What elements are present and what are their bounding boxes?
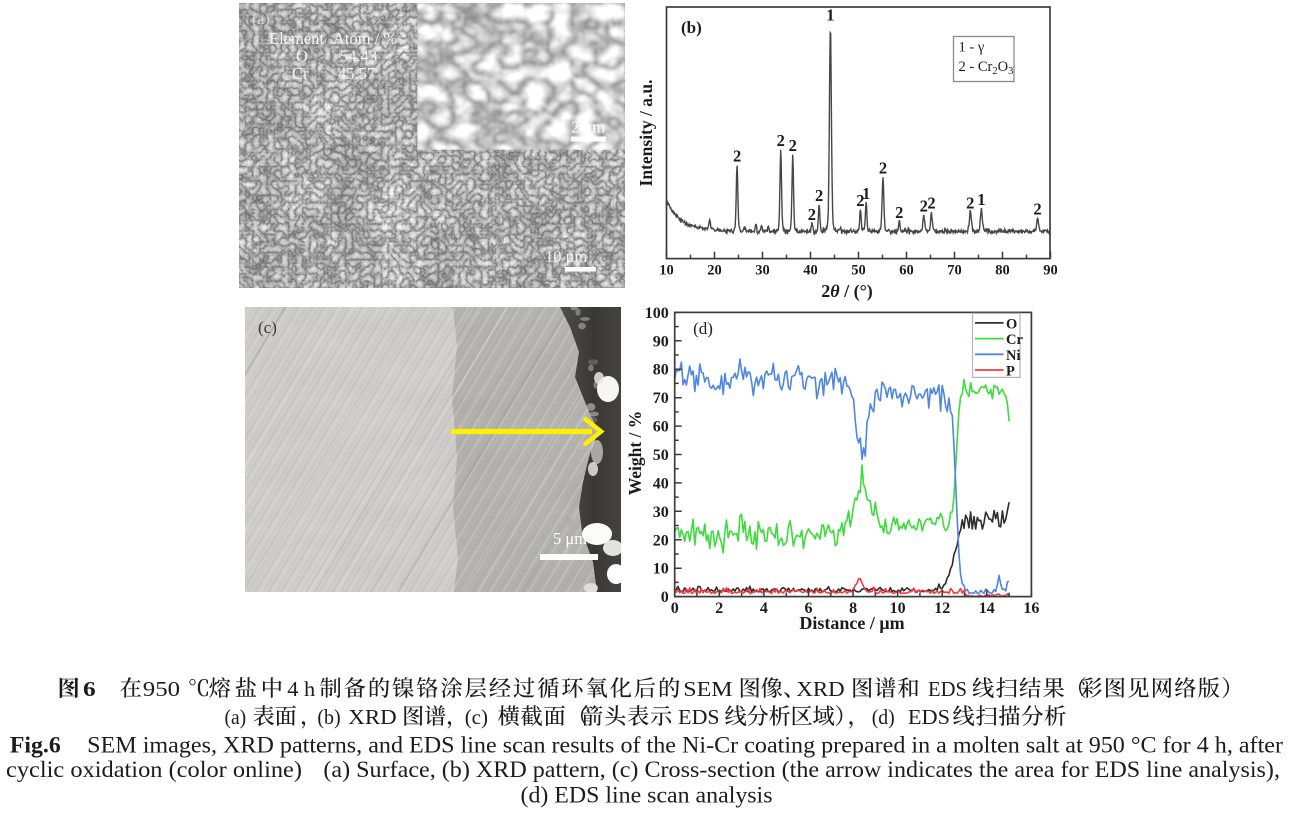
svg-text:10 μm: 10 μm <box>545 247 587 266</box>
svg-text:2: 2 <box>808 205 816 224</box>
svg-text:Atom / %: Atom / % <box>333 29 397 48</box>
svg-text:90: 90 <box>1043 263 1058 279</box>
svg-text:SEM: SEM <box>683 677 733 701</box>
svg-text:(a): (a) <box>225 705 247 729</box>
svg-text:2: 2 <box>733 146 741 165</box>
svg-text:54.43: 54.43 <box>340 47 377 66</box>
svg-text:(a) Surface, (b) XRD pattern,: (a) Surface, (b) XRD pattern, (c) Cross-… <box>323 757 1280 783</box>
svg-text:2: 2 <box>879 158 887 177</box>
svg-text:8: 8 <box>849 600 857 617</box>
svg-text:12: 12 <box>934 600 950 617</box>
svg-text:2: 2 <box>1033 200 1041 219</box>
svg-text:2: 2 <box>815 186 823 205</box>
svg-text:70: 70 <box>653 390 669 407</box>
svg-text:2: 2 <box>920 197 928 216</box>
svg-text:(d) EDS line scan analysis: (d) EDS line scan analysis <box>521 783 773 809</box>
svg-text:16: 16 <box>1023 600 1039 617</box>
svg-text:20: 20 <box>707 263 722 279</box>
svg-text:1: 1 <box>826 6 834 25</box>
svg-text:45.57: 45.57 <box>338 64 375 83</box>
svg-text:0: 0 <box>661 589 669 606</box>
svg-text:Element: Element <box>269 29 324 48</box>
svg-text:Weight / %: Weight / % <box>625 411 645 496</box>
svg-text:40: 40 <box>803 263 818 279</box>
svg-text:Fig.6: Fig.6 <box>10 733 61 759</box>
svg-text:80: 80 <box>995 263 1010 279</box>
svg-text:1: 1 <box>862 184 870 203</box>
svg-text:O: O <box>296 47 308 66</box>
svg-text:2: 2 <box>789 136 797 155</box>
svg-text:EDS: EDS <box>678 705 719 729</box>
svg-text:60: 60 <box>899 263 914 279</box>
svg-text:EDS: EDS <box>928 677 967 701</box>
svg-text:50: 50 <box>851 263 866 279</box>
svg-text:2: 2 <box>777 131 785 150</box>
svg-text:(d): (d) <box>872 705 895 729</box>
svg-text:Cr: Cr <box>1006 332 1023 348</box>
svg-text:14: 14 <box>979 600 995 617</box>
svg-text:30: 30 <box>755 263 770 279</box>
svg-text:70: 70 <box>947 263 962 279</box>
svg-text:XRD: XRD <box>796 677 844 701</box>
svg-text:2θ / (°): 2θ / (°) <box>821 281 873 302</box>
svg-text:0: 0 <box>671 600 679 617</box>
svg-text:(c): (c) <box>465 705 488 729</box>
svg-text:50: 50 <box>653 447 669 464</box>
svg-text:Intensity / a.u.: Intensity / a.u. <box>636 80 656 187</box>
svg-text:10: 10 <box>653 561 669 578</box>
svg-text:2: 2 <box>927 193 935 212</box>
svg-text:(b): (b) <box>681 18 702 37</box>
svg-text:Distance / μm: Distance / μm <box>799 613 904 633</box>
svg-text:100: 100 <box>645 305 669 322</box>
svg-text:40: 40 <box>653 475 669 492</box>
svg-text:10: 10 <box>890 600 906 617</box>
svg-text:2: 2 <box>966 193 974 212</box>
svg-text:6: 6 <box>83 677 96 701</box>
svg-text:1 - γ: 1 - γ <box>959 40 985 56</box>
svg-text:Ni: Ni <box>1006 348 1021 364</box>
svg-text:(b): (b) <box>317 705 340 729</box>
svg-text:2 μm: 2 μm <box>571 118 605 137</box>
svg-text:Cr: Cr <box>292 64 309 83</box>
svg-text:2: 2 <box>895 203 903 222</box>
svg-text:30: 30 <box>653 504 669 521</box>
svg-text:2 - Cr2O3: 2 - Cr2O3 <box>959 59 1014 77</box>
svg-text:1: 1 <box>977 190 985 209</box>
svg-text:P: P <box>1006 364 1015 380</box>
svg-text:5 μm: 5 μm <box>553 529 587 548</box>
svg-text:cyclic oxidation (color online: cyclic oxidation (color online) <box>6 757 302 783</box>
svg-text:(d): (d) <box>693 319 713 338</box>
svg-text:SEM images, XRD patterns, and: SEM images, XRD patterns, and EDS line s… <box>87 733 1283 759</box>
svg-text:(c): (c) <box>258 318 277 337</box>
svg-text:4: 4 <box>760 600 768 617</box>
svg-text:60: 60 <box>653 419 669 436</box>
svg-text:2: 2 <box>715 600 723 617</box>
svg-text:10: 10 <box>659 263 674 279</box>
svg-text:XRD: XRD <box>348 705 396 729</box>
svg-text:20: 20 <box>653 532 669 549</box>
svg-text:90: 90 <box>653 333 669 350</box>
svg-text:4 h: 4 h <box>287 677 315 701</box>
svg-text:80: 80 <box>653 362 669 379</box>
svg-text:(a): (a) <box>252 11 270 28</box>
svg-text:950: 950 <box>143 677 180 701</box>
svg-text:EDS: EDS <box>908 705 950 729</box>
svg-text:O: O <box>1006 316 1017 332</box>
svg-text:6: 6 <box>805 600 813 617</box>
svg-text:2: 2 <box>856 191 864 210</box>
